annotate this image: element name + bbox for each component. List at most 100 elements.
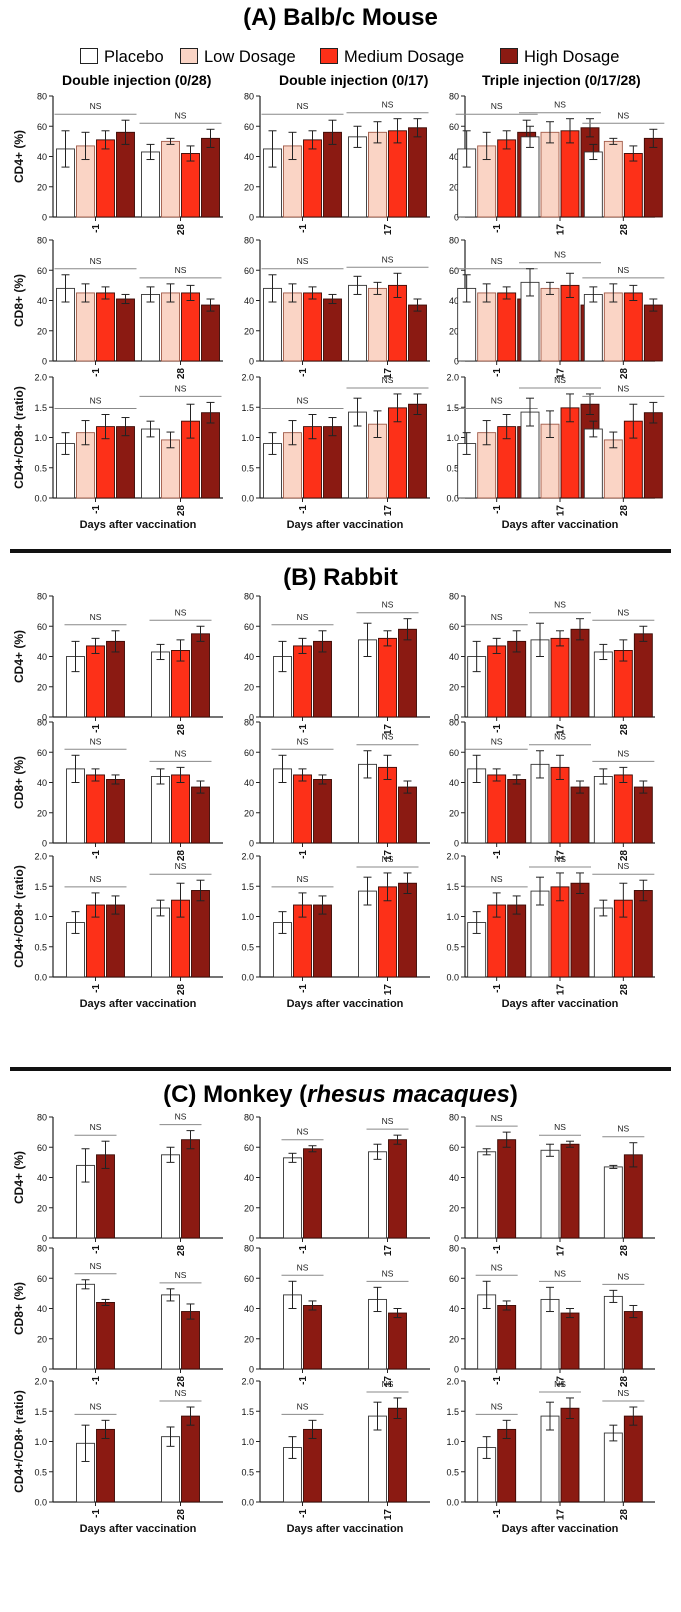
x-tick-label: -1 — [492, 224, 503, 233]
bar-high — [106, 904, 125, 978]
y-tick-label: 20 — [449, 1334, 459, 1344]
ns-label: NS — [617, 110, 629, 120]
ns-label: NS — [297, 1127, 309, 1137]
x-tick-label: 17 — [383, 368, 394, 380]
y-tick-label: 60 — [37, 1274, 47, 1284]
bar-medium — [623, 153, 643, 218]
y-tick-label: 1.0 — [34, 433, 47, 443]
y-tick-label: 60 — [244, 622, 254, 632]
bar-high — [560, 1143, 580, 1239]
bar-high — [570, 882, 590, 978]
y-tick-label: 60 — [449, 122, 459, 132]
bar-high — [408, 127, 427, 218]
bar-high — [116, 426, 135, 499]
bar-high — [96, 1301, 115, 1370]
y-tick-label: 0 — [249, 213, 254, 223]
x-tick-label: -1 — [492, 1509, 503, 1518]
chart-panel: 0 20 40 60 80 CD4+ (%) NS -1 NS 28 — [12, 1112, 223, 1256]
bar-high — [398, 882, 417, 978]
x-tick-label: 28 — [619, 1509, 630, 1521]
chart-panel: 0 20 40 60 80 CD8+ (%) NS -1 NS 28 — [12, 236, 223, 380]
y-tick-label: 80 — [37, 1113, 47, 1123]
bar-high — [303, 1428, 322, 1503]
y-tick-label: 80 — [244, 1244, 254, 1254]
ns-label: NS — [297, 612, 309, 622]
bar-medium — [181, 292, 200, 362]
x-tick-label: 28 — [176, 984, 187, 996]
section-b-title: (B) Rabbit — [283, 564, 398, 591]
bar-placebo — [141, 428, 160, 499]
y-axis-label: CD8+ (%) — [12, 756, 26, 809]
x-tick-label: -1 — [492, 368, 503, 377]
y-tick-label: 0.0 — [241, 494, 254, 504]
y-tick-label: 80 — [244, 92, 254, 102]
x-tick-label: 17 — [556, 724, 567, 736]
y-axis-label: CD8+ (%) — [12, 274, 26, 327]
bar-low — [283, 292, 302, 362]
ns-label: NS — [617, 748, 629, 758]
bar-low — [540, 131, 560, 218]
section-c-title-plain: (C) Monkey ( — [163, 1081, 308, 1108]
y-tick-label: 20 — [244, 182, 254, 192]
bar-high — [570, 628, 590, 718]
y-tick-label: 20 — [244, 1334, 254, 1344]
y-tick-label: 20 — [244, 326, 254, 336]
x-tick-label: 17 — [556, 850, 567, 862]
y-tick-label: 40 — [449, 778, 459, 788]
bar-low — [368, 131, 387, 218]
legend-label-placebo: Placebo — [104, 48, 164, 66]
ns-label: NS — [554, 1268, 566, 1278]
bar-high — [570, 786, 590, 844]
y-tick-label: 0.0 — [241, 1498, 254, 1508]
ns-label: NS — [175, 265, 187, 275]
ns-label: NS — [491, 736, 503, 746]
ns-label: NS — [554, 250, 566, 260]
y-tick-label: 80 — [244, 1113, 254, 1123]
bar-placebo — [477, 1151, 497, 1239]
x-tick-label: 28 — [176, 368, 187, 380]
bar-medium — [293, 774, 312, 844]
x-axis-label: Days after vaccination — [287, 998, 404, 1010]
x-tick-label: -1 — [91, 224, 102, 233]
y-tick-label: 0 — [249, 1234, 254, 1244]
bar-placebo — [348, 136, 367, 218]
ns-label: NS — [491, 1401, 503, 1411]
bar-medium — [96, 139, 115, 218]
y-tick-label: 2.0 — [241, 1377, 254, 1387]
bar-high — [96, 1428, 115, 1503]
chart-panel: 0.0 0.5 1.0 1.5 2.0 CD4+/CD8+ (ratio) NS -1 NS 28… — [12, 373, 223, 531]
x-tick-label: -1 — [91, 850, 102, 859]
y-tick-label: 1.5 — [241, 882, 254, 892]
bar-high — [623, 1415, 643, 1503]
bar-medium — [550, 637, 570, 718]
y-tick-label: 2.0 — [241, 373, 254, 383]
y-tick-label: 60 — [37, 748, 47, 758]
bar-placebo — [603, 1166, 623, 1239]
ns-label: NS — [90, 1401, 102, 1411]
y-tick-label: 0.5 — [34, 463, 47, 473]
section-divider-bc — [10, 1067, 671, 1071]
bar-high — [191, 633, 210, 718]
y-tick-label: 1.0 — [446, 433, 459, 443]
y-tick-label: 40 — [449, 152, 459, 162]
ns-label: NS — [382, 254, 394, 264]
y-tick-label: 20 — [449, 182, 459, 192]
ns-label: NS — [175, 1270, 187, 1280]
bar-high — [181, 1415, 200, 1503]
bar-medium — [623, 292, 643, 362]
bar-high — [201, 304, 220, 362]
y-tick-label: 60 — [244, 1274, 254, 1284]
ns-label: NS — [554, 100, 566, 110]
section-a-title: (A) Balb/c Mouse — [243, 4, 438, 31]
y-tick-label: 0.5 — [34, 1467, 47, 1477]
bar-placebo — [540, 1149, 560, 1239]
y-tick-label: 0 — [249, 713, 254, 723]
y-tick-label: 0.0 — [34, 1498, 47, 1508]
x-tick-label: 17 — [556, 1376, 567, 1388]
x-tick-label: -1 — [492, 505, 503, 514]
bar-high — [313, 904, 332, 978]
y-tick-label: 1.0 — [241, 912, 254, 922]
